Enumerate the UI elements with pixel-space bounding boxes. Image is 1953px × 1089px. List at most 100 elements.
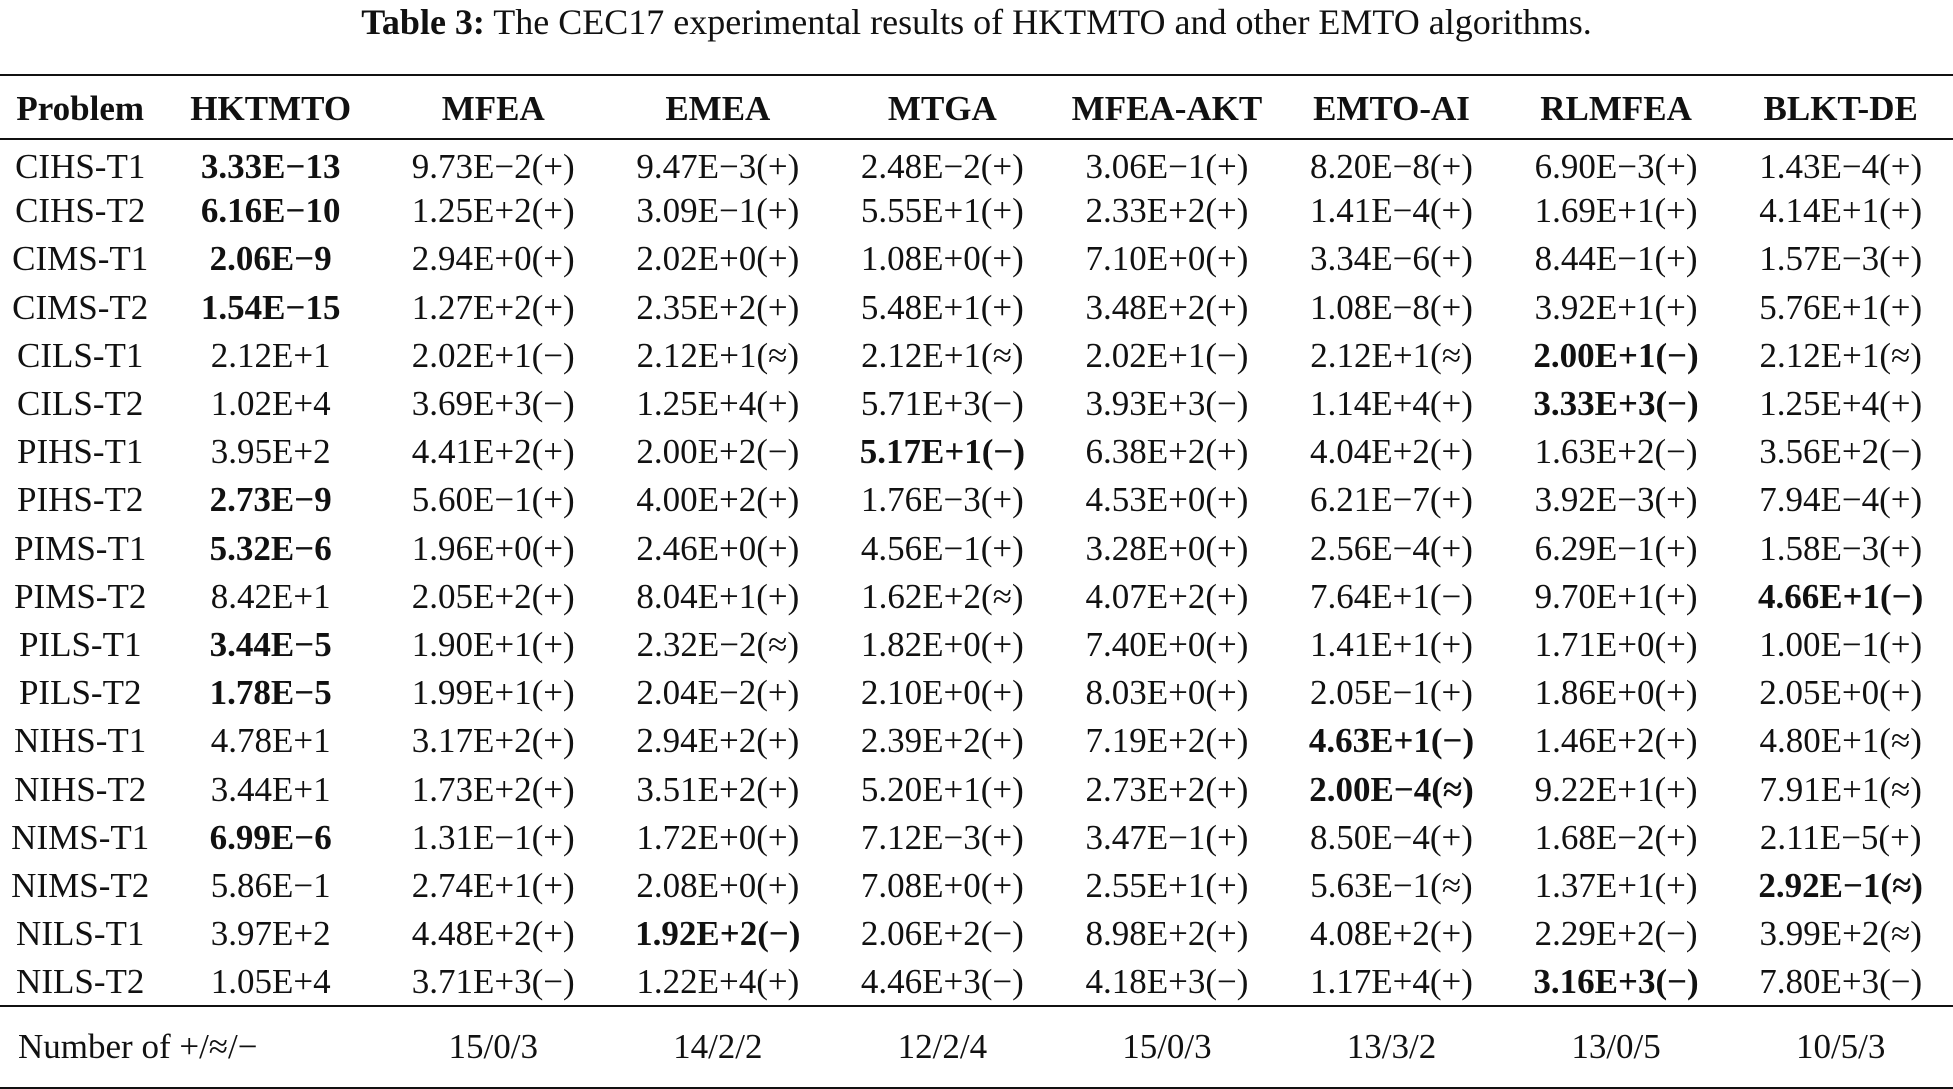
table-row: CIMS-T2 1.54E−15 1.27E+2(+) 2.35E+2(+) 5.48E…: [0, 284, 1953, 332]
problem-name-cell: CIHS-T1: [15, 146, 146, 186]
result-cell: 2.73E+2(+): [1085, 769, 1249, 809]
result-cell: 2.05E−1(+): [1310, 673, 1473, 713]
result-cell: 1.08E+0(+): [860, 239, 1024, 279]
result-cell: 2.02E+1(−): [411, 335, 575, 375]
result-cell: 2.08E+0(+): [636, 865, 800, 905]
column-header: Problem: [0, 74, 161, 140]
column-header: HKTMTO: [160, 74, 381, 140]
result-cell: 4.66E+1(−): [1758, 576, 1924, 616]
header-row: Problem HKTMTO MFEA EMEA MTGA MFEA-AKT EMTO-AI…: [0, 74, 1953, 140]
result-cell: 9.73E−2(+): [411, 146, 575, 186]
caption-text: The CEC17 experimental results of HKTMTO…: [493, 2, 1592, 42]
result-cell: 6.38E+2(+): [1085, 432, 1249, 472]
result-cell: 1.41E+1(+): [1310, 624, 1473, 664]
result-cell: 7.64E+1(−): [1310, 576, 1473, 616]
result-cell: 2.11E−5(+): [1759, 817, 1922, 857]
result-cell: 1.17E+4(+): [1310, 961, 1473, 1001]
table-row: NIMS-T1 6.99E−6 1.31E−1(+) 1.72E+0(+) 7.12E−…: [0, 814, 1953, 862]
result-cell: 4.80E+1(≈): [1759, 721, 1922, 761]
table-row: PIHS-T1 3.95E+2 4.41E+2(+) 2.00E+2(−) 5.17E+…: [0, 428, 1953, 476]
result-cell: 5.86E−1: [210, 865, 331, 905]
table-row: CILS-T1 2.12E+1 2.02E+1(−) 2.12E+1(≈) 2.12E+…: [0, 332, 1953, 380]
result-cell: 3.17E+2(+): [411, 721, 575, 761]
column-header: MFEA: [380, 74, 606, 140]
result-cell: 2.00E+2(−): [636, 432, 800, 472]
result-cell: 1.46E+2(+): [1534, 721, 1698, 761]
table-body: CIHS-T1 3.33E−13 9.73E−2(+) 9.47E−3(+) 2.48E…: [0, 139, 1953, 1006]
result-cell: 8.04E+1(+): [636, 576, 800, 616]
result-cell: 1.96E+0(+): [411, 528, 575, 568]
result-cell: 4.18E+3(−): [1085, 961, 1249, 1001]
problem-name-cell: PIMS-T2: [14, 576, 147, 616]
result-cell: 7.94E−4(+): [1759, 480, 1923, 520]
result-cell: 3.06E−1(+): [1085, 146, 1249, 186]
result-cell: 5.63E−1(≈): [1310, 865, 1473, 905]
result-cell: 3.71E+3(−): [411, 961, 575, 1001]
result-cell: 3.33E+3(−): [1533, 384, 1699, 424]
result-cell: 1.92E+2(−): [635, 914, 801, 954]
table-row: PIMS-T1 5.32E−6 1.96E+0(+) 2.46E+0(+) 4.56E−…: [0, 525, 1953, 573]
column-header: BLKT-DE: [1728, 74, 1953, 140]
problem-name-cell: PILS-T1: [18, 624, 142, 664]
problem-name-cell: CIMS-T1: [12, 239, 149, 279]
summary-value: 15/0/3: [1054, 1005, 1280, 1089]
result-cell: 3.99E+2(≈): [1759, 914, 1922, 954]
result-cell: 1.58E−3(+): [1759, 528, 1923, 568]
result-cell: 1.41E−4(+): [1310, 191, 1473, 231]
result-cell: 1.69E+1(+): [1534, 191, 1698, 231]
result-cell: 3.97E+2: [210, 914, 331, 954]
result-cell: 3.33E−13: [200, 146, 341, 186]
result-cell: 1.02E+4: [210, 384, 331, 424]
result-cell: 9.47E−3(+): [636, 146, 800, 186]
result-cell: 2.12E+1(≈): [636, 335, 799, 375]
result-cell: 2.02E+0(+): [636, 239, 800, 279]
result-cell: 5.20E+1(+): [860, 769, 1024, 809]
result-cell: 7.12E−3(+): [860, 817, 1024, 857]
column-header: EMEA: [605, 74, 831, 140]
result-cell: 1.31E−1(+): [411, 817, 575, 857]
result-cell: 1.25E+4(+): [636, 384, 800, 424]
table-row: NILS-T1 3.97E+2 4.48E+2(+) 1.92E+2(−) 2.06E+…: [0, 910, 1953, 958]
result-cell: 2.05E+2(+): [411, 576, 575, 616]
problem-name-cell: CIMS-T2: [12, 287, 149, 327]
problem-name-cell: PIMS-T1: [14, 528, 147, 568]
result-cell: 2.10E+0(+): [860, 673, 1024, 713]
caption-label: Table 3:: [361, 2, 485, 42]
result-cell: 5.55E+1(+): [860, 191, 1024, 231]
summary-value: 12/2/4: [830, 1005, 1055, 1089]
result-cell: 1.00E−1(+): [1759, 624, 1923, 664]
result-cell: 1.82E+0(+): [860, 624, 1024, 664]
column-header: MTGA: [830, 74, 1055, 140]
result-cell: 1.86E+0(+): [1534, 673, 1698, 713]
column-header: MFEA-AKT: [1054, 74, 1280, 140]
result-cell: 1.76E−3(+): [860, 480, 1024, 520]
result-cell: 4.04E+2(+): [1310, 432, 1473, 472]
table-row: NILS-T2 1.05E+4 3.71E+3(−) 1.22E+4(+) 4.46E+…: [0, 958, 1953, 1006]
result-cell: 1.43E−4(+): [1759, 146, 1923, 186]
result-cell: 7.40E+0(+): [1085, 624, 1249, 664]
result-cell: 3.93E+3(−): [1085, 384, 1249, 424]
problem-name-cell: NIHS-T1: [14, 721, 147, 761]
result-cell: 2.56E−4(+): [1310, 528, 1473, 568]
result-cell: 1.22E+4(+): [636, 961, 800, 1001]
result-cell: 2.35E+2(+): [636, 287, 800, 327]
summary-value: 13/3/2: [1279, 1005, 1504, 1089]
result-cell: 5.32E−6: [209, 528, 332, 568]
result-cell: 4.63E+1(−): [1308, 721, 1475, 761]
result-cell: 3.44E+1: [210, 769, 331, 809]
result-cell: 4.14E+1(+): [1759, 191, 1923, 231]
result-cell: 1.54E−15: [200, 287, 341, 327]
result-cell: 3.09E−1(+): [636, 191, 800, 231]
table-row: CIHS-T1 3.33E−13 9.73E−2(+) 9.47E−3(+) 2.48E…: [0, 139, 1953, 187]
problem-name-cell: NILS-T1: [16, 914, 145, 954]
result-cell: 3.28E+0(+): [1085, 528, 1249, 568]
result-cell: 1.73E+2(+): [411, 769, 575, 809]
result-cell: 2.00E+1(−): [1533, 335, 1699, 375]
result-cell: 3.47E−1(+): [1085, 817, 1249, 857]
result-cell: 2.12E+1(≈): [861, 335, 1024, 375]
result-cell: 9.22E+1(+): [1534, 769, 1698, 809]
result-cell: 2.06E+2(−): [860, 914, 1024, 954]
result-cell: 8.50E−4(+): [1310, 817, 1473, 857]
result-cell: 4.08E+2(+): [1310, 914, 1473, 954]
problem-name-cell: CILS-T2: [17, 384, 144, 424]
